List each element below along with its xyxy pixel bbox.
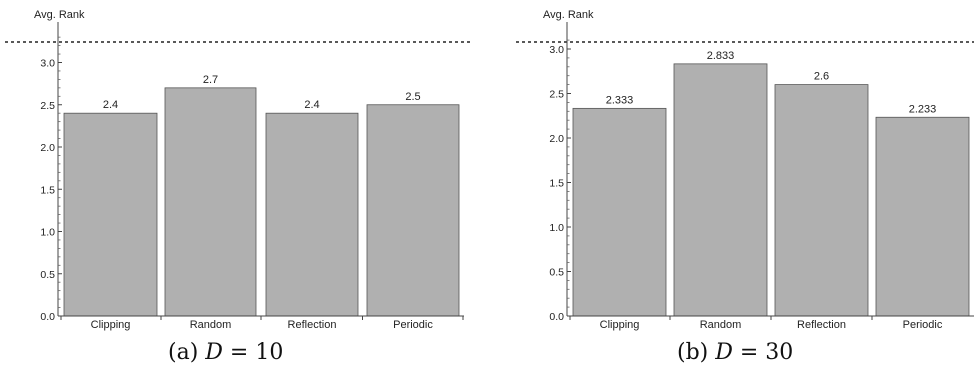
y-tick-label: 1.5 <box>549 178 564 190</box>
caption-b: (b) D = 30 <box>677 340 793 365</box>
caption-b-prefix: (b) <box>677 340 716 365</box>
bar-reflection <box>774 84 869 317</box>
bar-reflection <box>265 112 359 317</box>
category-label: Periodic <box>393 319 433 331</box>
data-label: 2.233 <box>909 103 937 115</box>
category-label: Random <box>190 319 232 331</box>
y-tick-label: 3.0 <box>40 58 55 70</box>
category-label: Reflection <box>797 319 846 331</box>
category-label: Reflection <box>288 319 337 331</box>
y-axis-label: Avg. Rank <box>34 9 85 21</box>
data-label: 2.833 <box>707 50 735 62</box>
data-label: 2.333 <box>606 94 634 106</box>
chart-panel-b: Avg. Rank 2.333 Clipping 2.833 Random 2.6 Refl… <box>516 9 974 331</box>
bar-periodic <box>366 104 460 317</box>
y-tick-label: 2.0 <box>40 142 55 154</box>
y-tick-label: 0.0 <box>549 311 564 323</box>
y-tick-label: 1.0 <box>40 227 55 239</box>
y-tick-label: 2.5 <box>549 89 564 101</box>
data-label: 2.5 <box>405 91 420 103</box>
y-tick-label: 2.5 <box>40 100 55 112</box>
caption-a-variable: D <box>205 340 223 365</box>
bar-clipping <box>572 107 667 317</box>
y-tick-label: 0.0 <box>40 311 55 323</box>
data-label: 2.7 <box>203 74 218 86</box>
y-tick-label: 0.5 <box>40 269 55 281</box>
caption-b-rest: = 30 <box>732 340 794 365</box>
caption-a-prefix: (a) <box>168 340 206 365</box>
caption-b-variable: D <box>715 340 733 365</box>
y-axis-label: Avg. Rank <box>543 9 594 21</box>
bar-periodic <box>875 116 970 317</box>
data-label: 2.4 <box>103 99 118 111</box>
bar-random <box>164 87 257 317</box>
caption-a-rest: = 10 <box>222 340 284 365</box>
data-label: 2.4 <box>304 99 319 111</box>
bar-random <box>673 63 768 317</box>
y-tick-label: 1.5 <box>40 184 55 196</box>
chart-panel-a: Avg. Rank 2.4 Clipping 2.7 Random 2.4 Reflecti… <box>5 9 470 331</box>
caption-a: (a) D = 10 <box>168 340 283 365</box>
y-tick-label: 2.0 <box>549 133 564 145</box>
category-label: Clipping <box>91 319 131 331</box>
category-label: Random <box>700 319 742 331</box>
category-label: Periodic <box>903 319 943 331</box>
bar-clipping <box>63 112 158 317</box>
category-label: Clipping <box>600 319 640 331</box>
y-tick-label: 3.0 <box>549 44 564 56</box>
data-label: 2.6 <box>814 71 829 83</box>
y-tick-label: 0.5 <box>549 267 564 279</box>
y-tick-label: 1.0 <box>549 222 564 234</box>
